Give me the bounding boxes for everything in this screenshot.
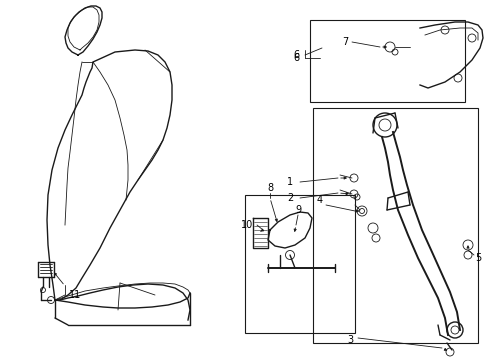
- Text: 10: 10: [241, 220, 253, 230]
- Bar: [312, 108, 477, 343]
- Bar: [244, 195, 354, 333]
- Text: 2: 2: [286, 193, 292, 203]
- Text: 11: 11: [69, 290, 81, 300]
- Text: 6: 6: [292, 53, 299, 63]
- Bar: [309, 20, 464, 102]
- Text: 8: 8: [266, 183, 272, 193]
- Text: 6: 6: [292, 50, 299, 60]
- Text: 9: 9: [294, 205, 301, 215]
- Text: 1: 1: [286, 177, 292, 187]
- Text: 5: 5: [474, 253, 480, 263]
- Text: 4: 4: [316, 195, 323, 205]
- Text: 3: 3: [346, 335, 352, 345]
- Text: 7: 7: [341, 37, 347, 47]
